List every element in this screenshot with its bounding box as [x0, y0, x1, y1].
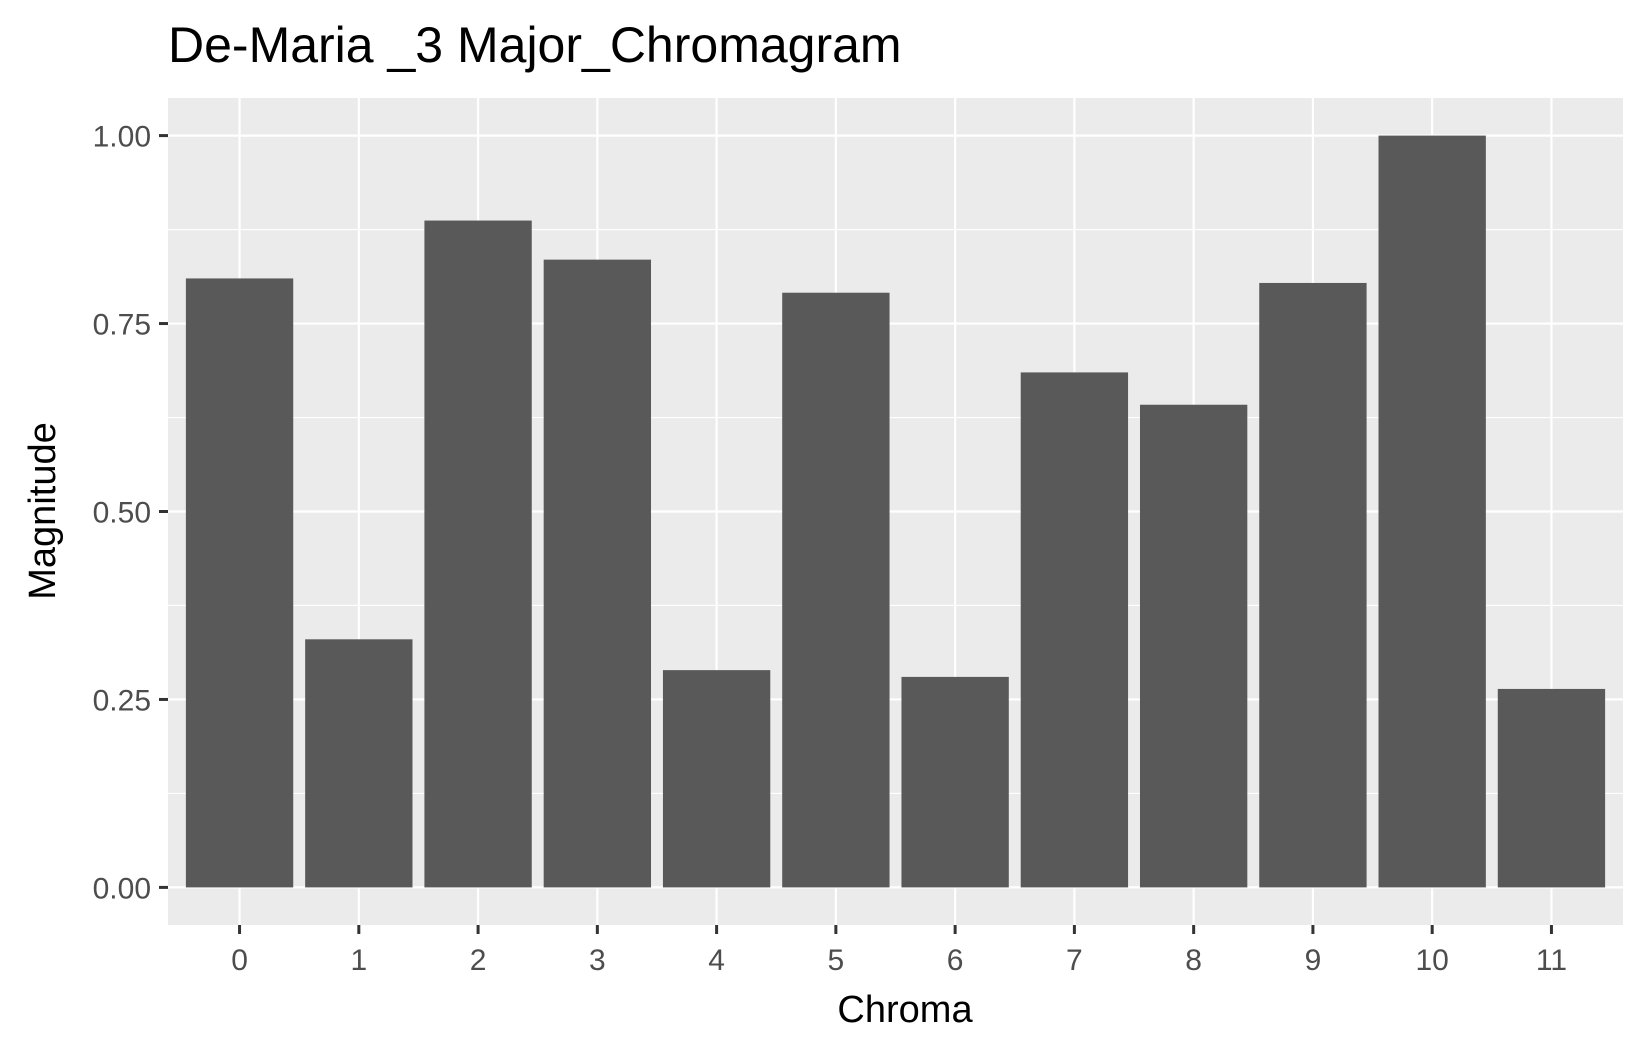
chart-title: De-Maria _3 Major_Chromagram: [168, 17, 902, 73]
x-tick-label: 4: [708, 944, 725, 977]
y-axis-title: Magnitude: [22, 422, 64, 599]
bar-chroma-6: [901, 676, 1009, 888]
bar-chroma-1: [305, 639, 413, 888]
bar-chroma-9: [1259, 282, 1367, 888]
x-axis: 0 1 2 3 4 5 6 7 8 9 10 11: [231, 925, 1567, 977]
bar-chroma-4: [662, 670, 771, 888]
x-tick-label: 3: [589, 944, 606, 977]
bar-chroma-3: [543, 259, 652, 888]
x-tick-label: 5: [828, 944, 845, 977]
bar-chroma-8: [1139, 404, 1248, 888]
x-tick-label: 6: [947, 944, 964, 977]
y-tick-label: 1.00: [93, 121, 151, 154]
x-tick-label: 10: [1415, 944, 1448, 977]
bar-chroma-0: [185, 278, 294, 888]
bar-chroma-11: [1497, 688, 1606, 888]
y-tick-label: 0.75: [93, 309, 151, 342]
x-tick-label: 9: [1305, 944, 1322, 977]
bar-chroma-7: [1020, 372, 1129, 888]
x-tick-label: 1: [350, 944, 367, 977]
x-tick-label: 0: [231, 944, 248, 977]
bar-chroma-5: [782, 292, 890, 888]
x-tick-label: 11: [1536, 944, 1567, 977]
bars: [185, 135, 1606, 888]
x-tick-label: 7: [1066, 944, 1083, 977]
x-axis-title: Chroma: [837, 989, 973, 1031]
y-tick-label: 0.50: [93, 497, 151, 530]
bar-chroma-10: [1378, 135, 1486, 888]
y-axis: 0.00 0.25 0.50 0.75 1.00: [93, 121, 168, 905]
bar-chroma-2: [424, 220, 532, 888]
x-tick-label: 8: [1185, 944, 1202, 977]
y-tick-label: 0.00: [93, 872, 151, 905]
y-tick-label: 0.25: [93, 684, 151, 717]
x-tick-label: 2: [470, 944, 487, 977]
